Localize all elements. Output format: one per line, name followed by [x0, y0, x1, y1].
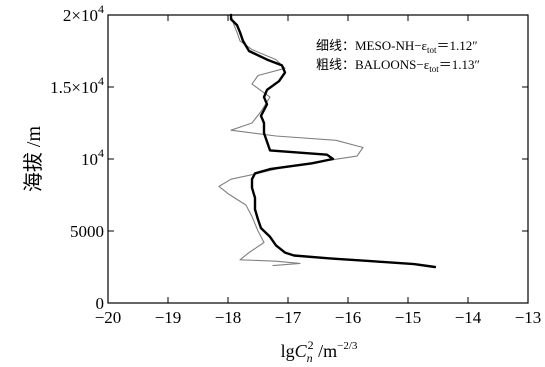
axis-ticks — [107, 14, 529, 304]
x-tick-label: −20 — [95, 308, 122, 327]
series-line-thin — [218, 14, 364, 267]
x-tick-label: −19 — [155, 308, 182, 327]
x-tick-label: −13 — [515, 308, 542, 327]
legend: 细线：MESO-NH−εtot＝1.12″ 粗线：BALOONS−εtot＝1.… — [316, 38, 480, 74]
y-tick-label: 2×104 — [63, 2, 104, 25]
x-tick-labels: −20 −19 −18 −17 −16 −15 −14 −13 — [95, 308, 542, 327]
y-tick-labels: 0 5000 104 1.5×104 2×104 — [50, 2, 104, 313]
series-line-thick — [229, 13, 437, 269]
x-tick-label: −17 — [275, 308, 302, 327]
y-axis-label: 海拔 /m — [22, 126, 45, 193]
legend-entry-thin: 细线：MESO-NH−εtot＝1.12″ — [316, 38, 478, 55]
y-tick-label: 5000 — [70, 222, 104, 241]
y-tick-label: 1.5×104 — [50, 74, 104, 97]
series-layer — [218, 13, 437, 269]
x-tick-label: −14 — [455, 308, 482, 327]
legend-entry-thick: 粗线：BALOONS−εtot＝1.13″ — [316, 57, 480, 74]
y-tick-label: 104 — [81, 146, 104, 169]
y-tick-label: 0 — [96, 294, 105, 313]
x-tick-label: −16 — [335, 308, 362, 327]
x-tick-label: −15 — [395, 308, 422, 327]
x-tick-label: −18 — [215, 308, 242, 327]
x-axis-label: lgCn2 /m−2/3 — [281, 338, 358, 365]
